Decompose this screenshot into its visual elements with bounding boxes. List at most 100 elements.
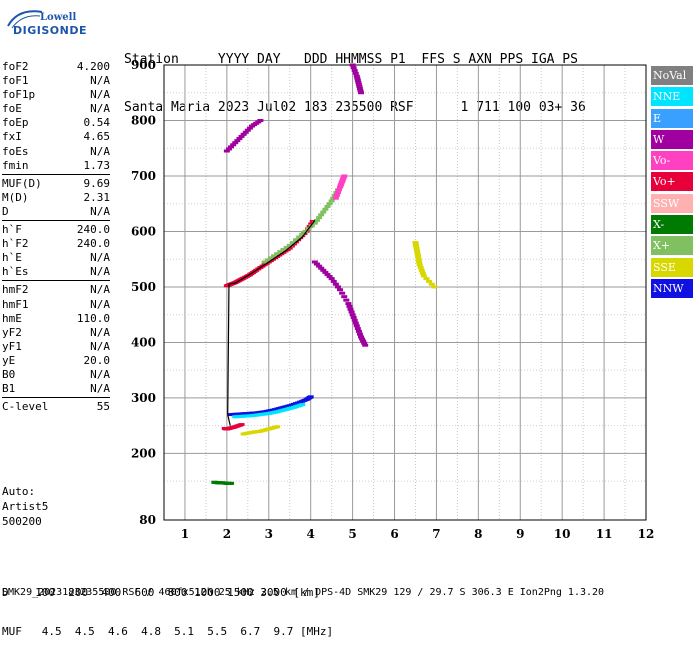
echo-point: [264, 258, 271, 262]
legend-item: Vo-: [651, 151, 693, 171]
echo-point: [324, 204, 331, 208]
echo-point: [316, 264, 323, 268]
param-value: N/A: [90, 102, 110, 116]
echo-point: [349, 313, 356, 317]
echo-point: [354, 76, 361, 80]
echo-point: [413, 246, 420, 250]
x-tick-label: 2: [223, 527, 231, 541]
param-row: yE 20.0: [2, 354, 110, 368]
param-label: yF2: [2, 325, 22, 339]
param-label: yF1: [2, 339, 22, 353]
echo-point: [309, 219, 316, 223]
y-tick-label: 80: [139, 513, 156, 527]
param-value: N/A: [90, 74, 110, 88]
param-value: 0.54: [83, 116, 111, 130]
legend-item: NNW: [651, 278, 693, 298]
echo-point: [341, 295, 348, 299]
legend-item: W: [651, 129, 693, 149]
param-row: M(D) 2.31: [2, 191, 110, 205]
echo-point: [228, 481, 235, 485]
echo-point: [225, 147, 232, 151]
param-label: h`F: [2, 223, 22, 237]
param-value: 1.73: [83, 158, 111, 172]
echo-point: [347, 307, 354, 311]
echo-point: [414, 249, 421, 253]
scaled-trace-line: [227, 220, 316, 426]
param-row: yF2 N/A: [2, 326, 110, 340]
param-value: N/A: [90, 325, 110, 339]
echo-point: [350, 315, 357, 319]
echo-point: [418, 268, 425, 272]
param-row: foF2 4.200: [2, 60, 110, 74]
echo-point: [318, 213, 325, 217]
x-tick-label: 12: [638, 527, 655, 541]
param-row: h`Es N/A: [2, 265, 110, 279]
param-value: N/A: [90, 265, 110, 279]
echo-point: [320, 268, 327, 272]
polarization-legend: NoVal NNE E W Vo- Vo+ SSW X- X+ SSE NNW: [651, 66, 693, 300]
echo-point: [274, 252, 281, 256]
echo-point: [353, 74, 360, 78]
param-label: h`E: [2, 251, 22, 265]
param-label: MUF(D): [2, 176, 42, 190]
param-row: h`F 240.0: [2, 223, 110, 237]
param-row: fxI 4.65: [2, 130, 110, 144]
param-value: N/A: [90, 283, 110, 297]
logo-swirl-icon: [7, 10, 43, 29]
param-row: h`E N/A: [2, 251, 110, 265]
y-tick-label: 900: [131, 58, 156, 72]
echo-point: [428, 282, 435, 286]
param-value: N/A: [90, 88, 110, 102]
echo-point: [296, 235, 303, 239]
echo-point: [320, 210, 327, 214]
legend-item: Vo+: [651, 172, 693, 192]
echo-point: [307, 395, 314, 399]
param-row: C-level 55: [2, 400, 110, 414]
param-label: yE: [2, 353, 16, 367]
param-value: 240.0: [76, 237, 110, 251]
echo-point: [352, 71, 359, 75]
echo-point: [293, 238, 300, 242]
echo-point: [267, 256, 274, 260]
echo-point: [271, 254, 278, 258]
param-value: N/A: [90, 382, 110, 396]
echo-point: [423, 277, 430, 281]
param-value: 55: [96, 400, 110, 414]
echo-point: [426, 279, 433, 283]
echo-point: [351, 318, 358, 322]
legend-item: X-: [651, 215, 693, 235]
echo-point: [280, 247, 287, 251]
echo-point: [355, 82, 362, 86]
param-row: foF1p N/A: [2, 88, 110, 102]
echo-point: [230, 143, 237, 147]
echo-point: [332, 282, 339, 286]
echo-point: [324, 272, 331, 276]
echo-point: [308, 222, 315, 226]
echo-point: [416, 260, 423, 264]
echo-point: [228, 145, 235, 149]
x-tick-label: 10: [554, 527, 571, 541]
echo-point: [350, 66, 357, 70]
param-value: N/A: [90, 204, 110, 218]
echo-point: [351, 69, 358, 73]
y-tick-label: 400: [131, 335, 156, 349]
echo-point: [334, 191, 341, 195]
echo-point: [354, 78, 361, 82]
x-tick-label: 1: [181, 527, 189, 541]
echo-point: [415, 257, 422, 261]
param-row: foEp 0.54: [2, 116, 110, 130]
echo-point: [349, 63, 356, 67]
echo-point: [313, 262, 320, 266]
echo-point: [244, 128, 251, 132]
param-row: D N/A: [2, 205, 110, 219]
echo-point: [361, 341, 368, 345]
param-value: N/A: [90, 339, 110, 353]
param-label: C-level: [2, 400, 49, 414]
x-tick-label: 8: [474, 527, 482, 541]
echo-point: [311, 260, 318, 264]
legend-item: SSW: [651, 193, 693, 213]
distance-row: D 100 200 400 600 800 1000 1500 3000 [km…: [2, 586, 320, 599]
echo-point: [356, 87, 363, 91]
param-label: h`Es: [2, 265, 29, 279]
param-separator: [2, 397, 110, 399]
